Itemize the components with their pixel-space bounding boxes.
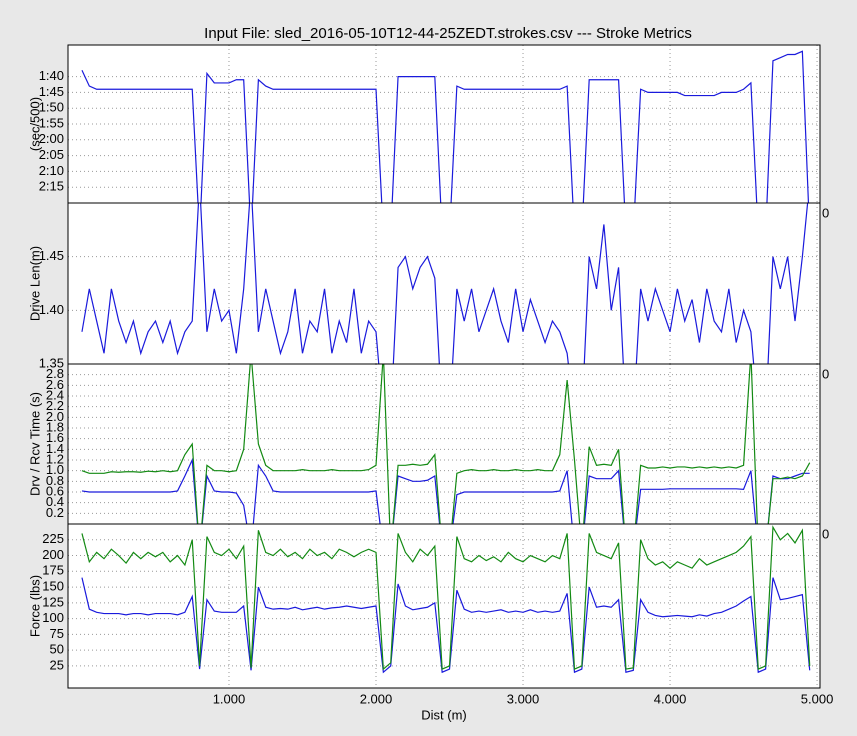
y-tick-label: 1.35 xyxy=(39,355,64,370)
y-tick-label: 1.2 xyxy=(46,451,64,466)
y-tick-label: 0.6 xyxy=(46,483,64,498)
y-tick-label: 175 xyxy=(42,563,64,578)
series-group xyxy=(81,364,811,524)
y-tick-label: 1:55 xyxy=(39,115,64,130)
y-tick-label: 75 xyxy=(50,626,64,641)
y-axis-label: Force (lbs) xyxy=(27,575,42,637)
series-group xyxy=(81,203,809,364)
y-tick-label: 2.0 xyxy=(46,409,64,424)
plot-background xyxy=(68,524,820,688)
series-group xyxy=(81,50,810,203)
corner-label: 0 xyxy=(822,526,829,541)
y-axis-label: Drive Len(m) xyxy=(27,246,42,321)
series-line xyxy=(81,577,811,674)
y-tick-label: 1:50 xyxy=(39,100,64,115)
plot-background xyxy=(68,203,820,364)
y-tick-label: 1:45 xyxy=(39,84,64,99)
y-tick-label: 1.45 xyxy=(39,248,64,263)
y-tick-label: 2:05 xyxy=(39,147,64,162)
y-tick-label: 100 xyxy=(42,610,64,625)
corner-label: 0 xyxy=(822,366,829,381)
plot-background xyxy=(68,364,820,524)
y-tick-label: 1.40 xyxy=(39,302,64,317)
y-tick-label: 2:15 xyxy=(39,179,64,194)
series-group xyxy=(81,525,811,674)
y-tick-label: 0.4 xyxy=(46,494,64,509)
series-line xyxy=(81,50,810,203)
y-tick-label: 125 xyxy=(42,594,64,609)
series-line xyxy=(81,203,809,364)
y-tick-label: 0.2 xyxy=(46,505,64,520)
y-tick-label: 1:40 xyxy=(39,68,64,83)
chart-title: Input File: sled_2016-05-10T12-44-25ZEDT… xyxy=(204,25,692,42)
y-tick-label: 200 xyxy=(42,547,64,562)
series-line xyxy=(81,525,811,671)
y-tick-label: 50 xyxy=(50,642,64,657)
y-tick-label: 225 xyxy=(42,531,64,546)
y-tick-label: 2.8 xyxy=(46,366,64,381)
y-tick-label: 1.0 xyxy=(46,462,64,477)
y-tick-label: 1.6 xyxy=(46,430,64,445)
y-tick-label: 0.8 xyxy=(46,473,64,488)
y-axis-label: Drv / Rcv Time (s) xyxy=(27,392,42,496)
x-tick-label: 1.000 xyxy=(213,691,246,706)
y-tick-label: 2.4 xyxy=(46,387,64,402)
y-tick-label: 150 xyxy=(42,579,64,594)
y-tick-label: 2:00 xyxy=(39,131,64,146)
y-axis-label: (sec/500) xyxy=(27,97,42,151)
y-tick-label: 2.6 xyxy=(46,377,64,392)
y-tick-label: 1.4 xyxy=(46,441,64,456)
x-tick-label: 4.000 xyxy=(654,691,687,706)
x-axis-label: Dist (m) xyxy=(421,707,467,722)
plot-frame xyxy=(67,523,821,689)
y-tick-label: 1.8 xyxy=(46,419,64,434)
x-tick-label: 5.000 xyxy=(801,691,834,706)
x-tick-label: 3.000 xyxy=(507,691,540,706)
y-tick-label: 2.2 xyxy=(46,398,64,413)
y-tick-label: 25 xyxy=(50,657,64,672)
series-line xyxy=(81,364,811,524)
corner-label: 0 xyxy=(822,205,829,220)
y-tick-label: 2:10 xyxy=(39,163,64,178)
x-tick-label: 2.000 xyxy=(360,691,393,706)
